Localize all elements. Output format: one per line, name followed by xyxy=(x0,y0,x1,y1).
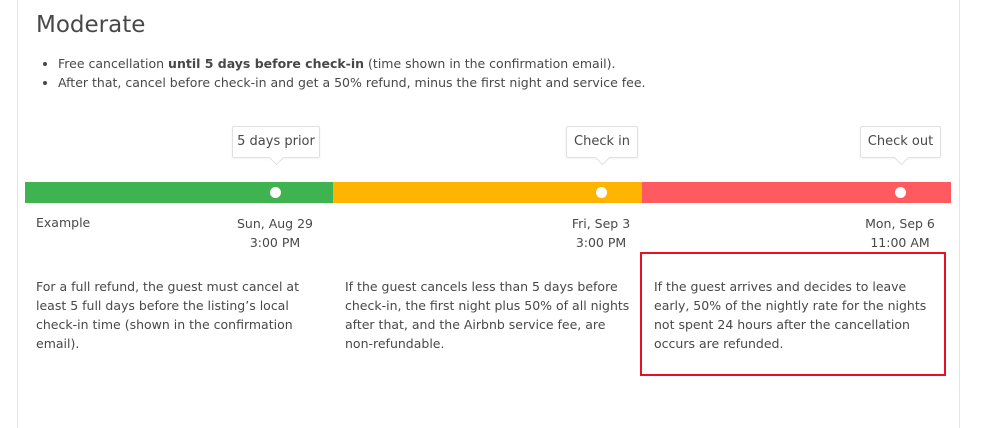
date-text: Mon, Sep 6 xyxy=(865,216,935,231)
bullet-item: Free cancellation until 5 days before ch… xyxy=(58,54,646,73)
marker-date-check-out: Mon, Sep 6 11:00 AM xyxy=(840,214,960,252)
bullet-text: (time shown in the confirmation email). xyxy=(364,56,616,71)
policy-title: Moderate xyxy=(36,12,146,38)
example-label: Example xyxy=(36,215,91,230)
marker-date-5-days-prior: Sun, Aug 29 3:00 PM xyxy=(215,214,335,252)
marker-tooltip-5-days-prior: 5 days prior xyxy=(232,126,320,158)
description-full-refund: For a full refund, the guest must cancel… xyxy=(36,279,299,351)
description-partial-refund: If the guest cancels less than 5 days be… xyxy=(345,279,630,351)
content-frame xyxy=(17,0,960,428)
date-text: Fri, Sep 3 xyxy=(571,216,631,231)
bullet-text: Free cancellation xyxy=(58,56,169,71)
timeline-dot xyxy=(895,187,906,198)
time-text: 3:00 PM xyxy=(575,235,627,250)
marker-date-check-in: Fri, Sep 3 3:00 PM xyxy=(541,214,661,252)
bullet-item: After that, cancel before check-in and g… xyxy=(58,73,646,92)
highlight-box xyxy=(640,252,946,376)
timeline-segment-partial-refund xyxy=(333,182,642,203)
timeline-dot xyxy=(270,187,281,198)
timeline-segment-full-refund xyxy=(25,182,333,203)
bullet-text: After that, cancel before check-in and g… xyxy=(58,75,646,90)
policy-bullets: Free cancellation until 5 days before ch… xyxy=(36,54,646,92)
timeline-dot xyxy=(596,187,607,198)
marker-tooltip-check-in: Check in xyxy=(566,126,638,158)
date-text: Sun, Aug 29 xyxy=(236,216,313,231)
marker-tooltip-check-out: Check out xyxy=(860,126,941,158)
timeline-segment-no-refund xyxy=(642,182,951,203)
description-no-refund: If the guest arrives and decides to leav… xyxy=(654,279,927,351)
time-text: 11:00 AM xyxy=(870,235,930,250)
time-text: 3:00 PM xyxy=(249,235,301,250)
bullet-bold: until 5 days before check-in xyxy=(168,56,365,71)
